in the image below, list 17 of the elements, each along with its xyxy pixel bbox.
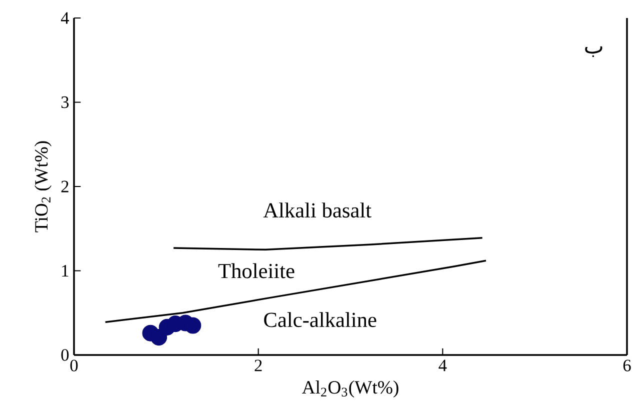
x-tick-label: 4: [438, 360, 447, 372]
y-tick-label: 0: [61, 349, 69, 361]
annotation: Alkali basalt: [263, 202, 372, 218]
y-tick-label: 3: [61, 96, 69, 108]
line-series: [172, 237, 484, 251]
y-axis-title: TiO$_{2}$ (Wt%): [34, 141, 52, 232]
annotation: Calc-alkaline: [264, 312, 376, 328]
y-tick-label: 4: [60, 12, 70, 24]
x-tick-label: 0: [70, 360, 78, 372]
point: [184, 317, 202, 334]
x-tick-label: 6: [623, 360, 631, 372]
x-tick-label: 2: [254, 360, 262, 372]
annotation: ب: [585, 46, 602, 57]
y-tick-label: 1: [62, 265, 68, 276]
annotation: Tholeiite: [218, 263, 294, 278]
x-axis-title: Al$_{2}$O$_{3}$(Wt%): [302, 380, 398, 398]
y-tick-label: 2: [61, 180, 68, 192]
